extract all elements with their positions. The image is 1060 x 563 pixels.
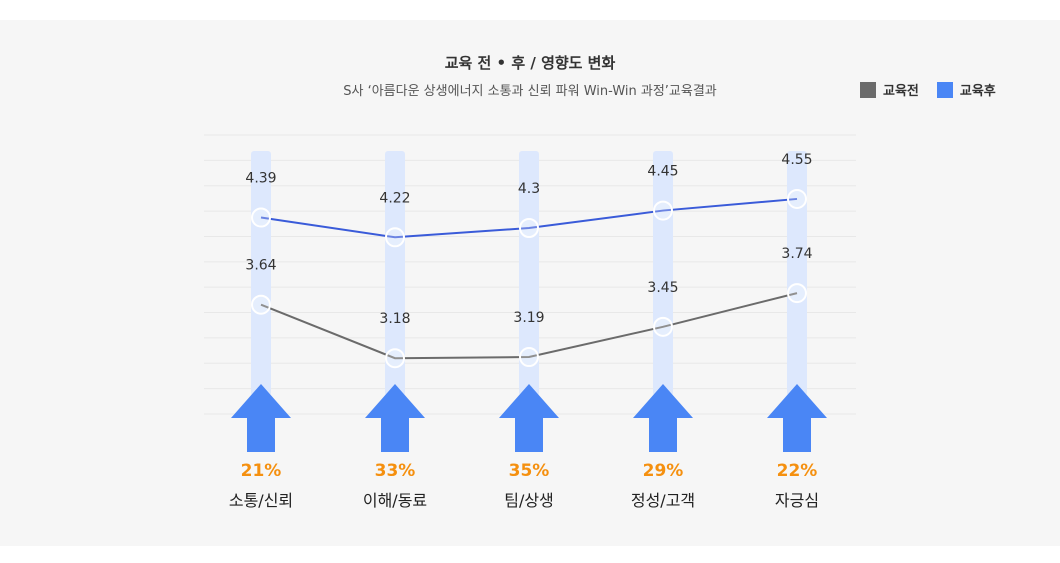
up-arrow-icon xyxy=(231,384,291,452)
value-label-after: 4.55 xyxy=(781,152,812,168)
value-label-before: 3.74 xyxy=(781,246,812,262)
category-column xyxy=(519,151,539,396)
chart-title: 교육 전 • 후 / 영향도 변화 xyxy=(444,54,616,72)
point-before xyxy=(385,348,405,369)
legend: 교육전 교육후 xyxy=(860,80,1014,99)
category-label: 자긍심 xyxy=(775,491,819,510)
point-before xyxy=(787,283,807,304)
point-before xyxy=(653,316,673,337)
legend-swatch-after xyxy=(936,81,953,98)
value-label-after: 4.3 xyxy=(518,181,540,197)
value-label-before: 3.18 xyxy=(379,311,410,327)
line-before xyxy=(260,292,798,360)
point-before xyxy=(519,347,539,368)
category-label: 소통/신뢰 xyxy=(229,491,293,510)
improvement-label: 29% xyxy=(643,461,684,481)
point-after xyxy=(787,188,807,209)
category-label: 이해/동료 xyxy=(363,491,427,510)
category-column xyxy=(251,151,271,396)
category-label: 정성/고객 xyxy=(631,491,695,510)
category-column xyxy=(385,151,405,396)
up-arrow-icon xyxy=(365,384,425,452)
value-label-before: 3.19 xyxy=(513,310,544,326)
category-column xyxy=(787,151,807,396)
point-after xyxy=(653,200,673,221)
point-after xyxy=(385,227,405,248)
improvement-label: 21% xyxy=(241,461,282,481)
up-arrow-icon xyxy=(499,384,559,452)
category-column xyxy=(653,151,673,396)
improvement-label: 33% xyxy=(375,461,416,481)
value-label-before: 3.45 xyxy=(647,280,678,296)
improvement-label: 22% xyxy=(777,461,818,481)
point-after xyxy=(519,218,539,238)
value-label-after: 4.39 xyxy=(245,171,276,187)
legend-label-after: 교육후 xyxy=(959,84,996,99)
value-label-after: 4.45 xyxy=(647,164,678,180)
legend-item-after: 교육후 xyxy=(936,80,996,99)
category-label: 팀/상생 xyxy=(504,491,554,510)
up-arrow-icon xyxy=(633,384,693,452)
legend-label-before: 교육전 xyxy=(883,84,919,99)
up-arrow-icon xyxy=(767,384,827,452)
value-label-after: 4.22 xyxy=(379,190,410,206)
point-after xyxy=(251,207,271,228)
legend-swatch-before xyxy=(860,81,876,98)
line-after xyxy=(260,197,798,239)
chart-subtitle: S사 ‘아름다운 상생에너지 소통과 신뢰 파워 Win-Win 과정’교육결과 xyxy=(343,84,717,99)
legend-item-before: 교육전 xyxy=(860,80,919,99)
improvement-label: 35% xyxy=(509,461,550,481)
value-label-before: 3.64 xyxy=(245,258,276,274)
point-before xyxy=(251,294,271,315)
